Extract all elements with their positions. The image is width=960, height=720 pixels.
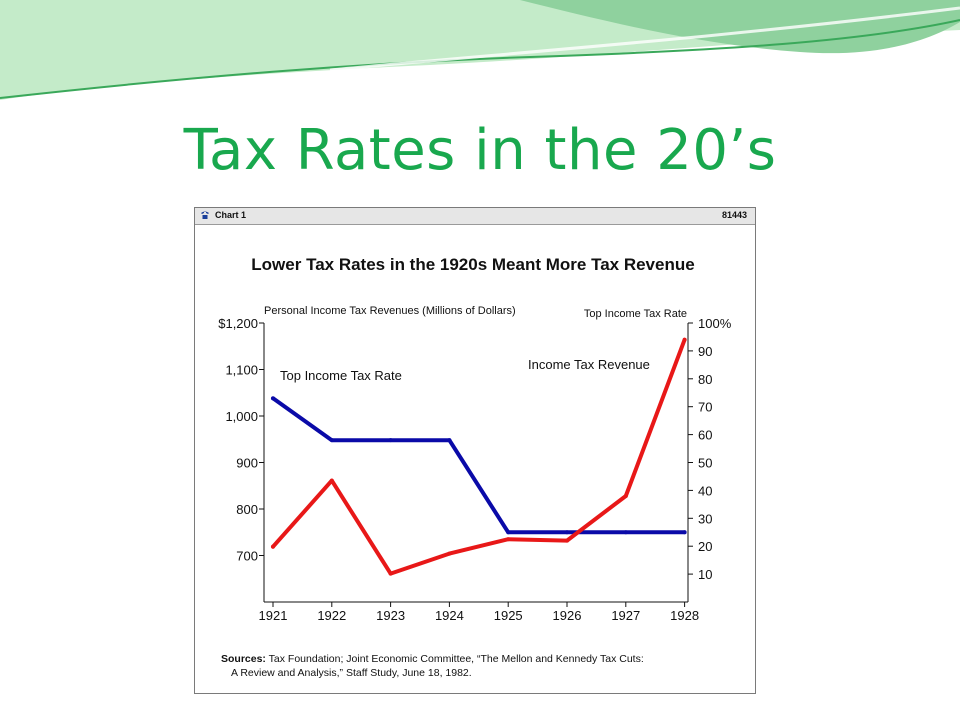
series-label-top-rate: Top Income Tax Rate bbox=[280, 368, 402, 383]
window-title-bar: Chart 1 81443 bbox=[195, 208, 755, 225]
x-tick-label: 1928 bbox=[670, 608, 699, 623]
series-line-top-rate bbox=[271, 396, 687, 535]
right-tick-label: 20 bbox=[698, 539, 712, 554]
right-axis-ticks: 100% 90 80 70 60 50 40 30 20 10 bbox=[688, 316, 732, 582]
decor-wave-mid bbox=[0, 0, 960, 54]
point-top-rate bbox=[565, 530, 569, 535]
sources-line-2: A Review and Analysis,” Staff Study, Jun… bbox=[231, 667, 472, 679]
x-axis-ticks: 1921 1922 1923 1924 1925 1926 1927 1928 bbox=[259, 602, 699, 623]
decor-wave-line-2 bbox=[329, 6, 960, 72]
point-revenue bbox=[565, 538, 569, 543]
right-tick-label: 50 bbox=[698, 456, 712, 471]
point-top-rate bbox=[506, 530, 511, 535]
right-tick-label: 30 bbox=[698, 511, 712, 526]
point-revenue bbox=[271, 544, 275, 549]
sources-label: Sources: bbox=[221, 653, 266, 665]
left-axis-ticks: $1,200 1,100 1,000 900 800 700 bbox=[218, 316, 264, 564]
slide-title: Tax Rates in the 20’s bbox=[183, 118, 777, 183]
right-tick-label: 10 bbox=[698, 567, 712, 582]
right-tick-label: 40 bbox=[698, 483, 712, 498]
right-tick-label: 60 bbox=[698, 428, 712, 443]
x-tick-label: 1923 bbox=[376, 608, 405, 623]
left-tick-label: 900 bbox=[236, 456, 258, 471]
sources-note: Sources: Tax Foundation; Joint Economic … bbox=[221, 652, 741, 680]
point-revenue bbox=[447, 551, 452, 556]
x-tick-label: 1925 bbox=[494, 608, 523, 623]
left-tick-label: 800 bbox=[236, 502, 258, 517]
point-top-rate bbox=[271, 396, 275, 401]
x-tick-label: 1927 bbox=[611, 608, 640, 623]
decor-wave-line bbox=[0, 19, 960, 99]
point-top-rate bbox=[388, 438, 393, 443]
point-top-rate bbox=[682, 530, 687, 535]
x-tick-label: 1922 bbox=[317, 608, 346, 623]
series-label-revenue: Income Tax Revenue bbox=[528, 357, 650, 372]
right-tick-label: 90 bbox=[698, 344, 712, 359]
point-revenue bbox=[388, 571, 393, 576]
right-axis-caption: Top Income Tax Rate bbox=[584, 308, 687, 320]
right-tick-label: 70 bbox=[698, 400, 712, 415]
left-tick-label: $1,200 bbox=[218, 316, 258, 331]
chart-window: Chart 1 81443 Lower Tax Rates in the 192… bbox=[194, 207, 756, 694]
x-tick-label: 1924 bbox=[435, 608, 464, 623]
point-revenue bbox=[329, 478, 334, 483]
line-chart: Lower Tax Rates in the 1920s Meant More … bbox=[218, 255, 732, 623]
series-lines bbox=[271, 337, 687, 576]
window-title: Chart 1 bbox=[215, 210, 247, 220]
series-line-revenue bbox=[271, 337, 687, 576]
slide-header-decoration bbox=[0, 0, 960, 100]
point-top-rate bbox=[447, 438, 452, 443]
left-axis-caption: Personal Income Tax Revenues (Millions o… bbox=[264, 305, 516, 317]
left-tick-label: 1,000 bbox=[225, 409, 258, 424]
x-tick-label: 1921 bbox=[259, 608, 288, 623]
left-tick-label: 1,100 bbox=[225, 363, 258, 378]
phone-icon bbox=[201, 211, 209, 219]
point-top-rate bbox=[623, 530, 628, 535]
chart-title: Lower Tax Rates in the 1920s Meant More … bbox=[251, 255, 694, 274]
right-tick-label: 100% bbox=[698, 316, 732, 331]
window-id: 81443 bbox=[721, 210, 747, 220]
point-revenue bbox=[506, 537, 511, 542]
point-revenue bbox=[682, 337, 687, 342]
sources-line-1: Tax Foundation; Joint Economic Committee… bbox=[268, 653, 644, 665]
x-tick-label: 1926 bbox=[553, 608, 582, 623]
left-tick-label: 700 bbox=[236, 549, 258, 564]
point-revenue bbox=[623, 493, 628, 498]
right-tick-label: 80 bbox=[698, 372, 712, 387]
point-top-rate bbox=[329, 438, 334, 443]
